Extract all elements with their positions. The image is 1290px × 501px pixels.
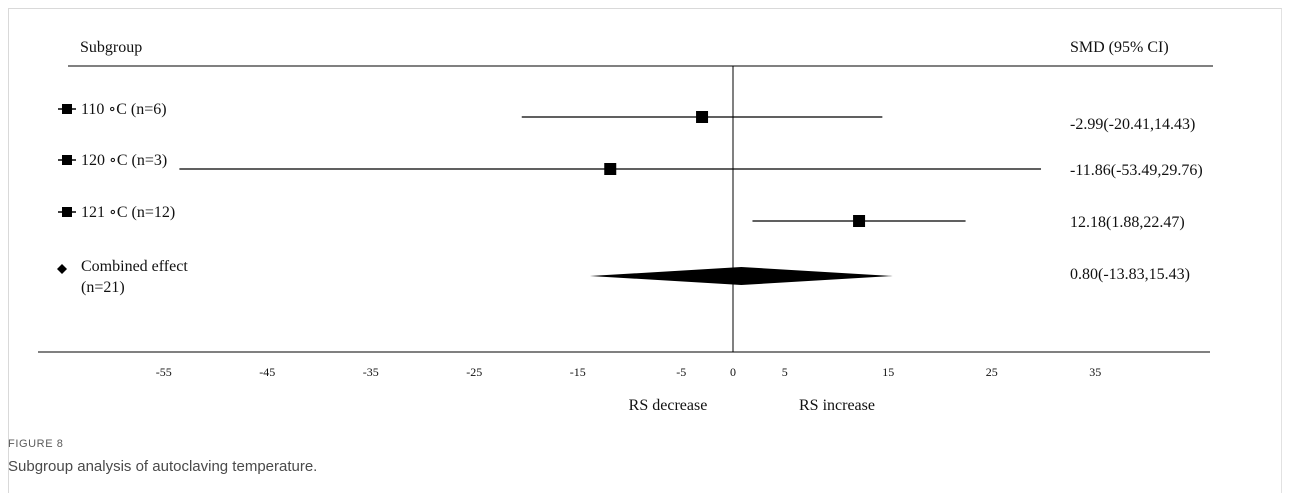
x-tick-label: -15 [570, 365, 586, 379]
figure-frame [8, 8, 1282, 493]
combined-label: Combined effect [81, 258, 188, 275]
x-tick-label: 15 [882, 365, 894, 379]
combined-n-label: (n=21) [81, 279, 125, 296]
combined-legend-diamond [57, 264, 67, 274]
rs-decrease-label: RS decrease [629, 397, 708, 414]
point-estimate-square [696, 111, 709, 123]
x-tick-label: -35 [363, 365, 379, 379]
row-legend-square [62, 207, 72, 217]
x-tick-label: -25 [466, 365, 482, 379]
rs-increase-label: RS increase [799, 397, 875, 414]
figure-label: FIGURE 8 [8, 438, 64, 450]
ci-text: 12.18(1.88,22.47) [1070, 214, 1185, 231]
forest-plot: Subgroup SMD (95% CI) 110 ∘C (n=6) -2.99(… [38, 39, 1213, 414]
figure-caption: Subgroup analysis of autoclaving tempera… [8, 458, 318, 475]
combined-effect-diamond [589, 267, 893, 285]
x-tick-label: -45 [259, 365, 275, 379]
point-estimate-square [604, 163, 617, 175]
x-tick-label: -55 [156, 365, 172, 379]
row-legend-square [62, 155, 72, 165]
rows-layer: 110 ∘C (n=6) -2.99(-20.41,14.43) 120 ∘C (n… [57, 66, 1203, 352]
x-tick-label: -5 [676, 365, 686, 379]
x-tick-label: 0 [730, 365, 736, 379]
row-label: 120 ∘C (n=3) [81, 152, 167, 169]
x-tick-label: 5 [782, 365, 788, 379]
header-smd-ci: SMD (95% CI) [1070, 39, 1169, 56]
header-subgroup: Subgroup [80, 39, 142, 56]
ci-text: -11.86(-53.49,29.76) [1070, 162, 1203, 179]
combined-ci-text: 0.80(-13.83,15.43) [1070, 266, 1190, 283]
point-estimate-square [853, 215, 866, 227]
row-label: 121 ∘C (n=12) [81, 204, 175, 221]
x-tick-label: 25 [986, 365, 998, 379]
ci-text: -2.99(-20.41,14.43) [1070, 116, 1195, 133]
row-legend-square [62, 104, 72, 114]
row-label: 110 ∘C (n=6) [81, 101, 167, 118]
x-tick-label: 35 [1089, 365, 1101, 379]
axis-layer: -55 -45 -35 -25 -15 -5 0 5 15 25 35 [38, 351, 1210, 379]
